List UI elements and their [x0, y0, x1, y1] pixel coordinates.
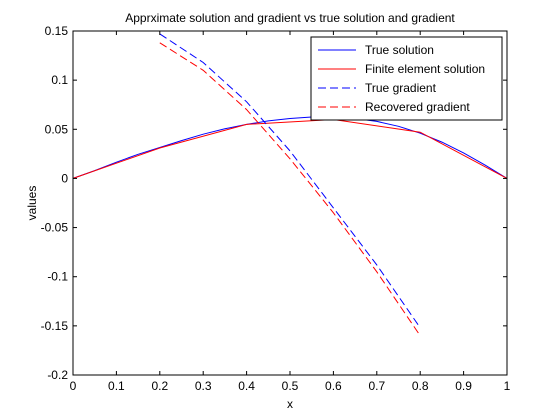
- y-tick-label: -0.2: [47, 368, 68, 382]
- series-line-true-gradient: [159, 33, 421, 329]
- x-tick-label: 0.4: [238, 379, 255, 393]
- x-tick-label: 0.6: [325, 379, 342, 393]
- legend-label: True gradient: [365, 81, 437, 95]
- y-tick-label: -0.1: [47, 270, 68, 284]
- x-axis-label: x: [287, 397, 293, 411]
- ticks-layer: 0 0.1 0.2 0.3 0.4 0.5 0.6 0.7 0.8 0.9 1 -0.2 -0.15 -0…: [41, 24, 511, 393]
- series-line-recovered-gradient: [159, 42, 421, 336]
- y-tick-label: 0.05: [45, 122, 69, 136]
- y-tick-label: 0.1: [51, 73, 68, 87]
- x-tick-label: 0.2: [151, 379, 168, 393]
- legend-label: Finite element solution: [365, 62, 485, 76]
- series-layer: [72, 33, 508, 336]
- chart-title: Apprximate solution and gradient vs true…: [125, 11, 455, 25]
- legend-label: Recovered gradient: [365, 100, 470, 114]
- legend-box: [310, 36, 503, 121]
- series-line-true-solution: [72, 116, 508, 179]
- legend: True solution Finite element solution True…: [310, 36, 503, 121]
- x-tick-label: 0.5: [282, 379, 299, 393]
- y-axis-label: values: [25, 186, 39, 221]
- x-tick-label: 0.3: [195, 379, 212, 393]
- x-tick-label: 0.7: [368, 379, 385, 393]
- y-tick-label: -0.05: [41, 221, 69, 235]
- x-tick-label: 1: [504, 379, 511, 393]
- x-tick-label: 0: [70, 379, 77, 393]
- x-tick-label: 0.8: [412, 379, 429, 393]
- x-tick-label: 0.1: [108, 379, 125, 393]
- y-tick-label: -0.15: [41, 319, 69, 333]
- y-tick-label: 0.15: [45, 24, 69, 38]
- y-tick-label: 0: [61, 171, 68, 185]
- x-tick-label: 0.9: [455, 379, 472, 393]
- series-line-finite-element-solution: [72, 118, 508, 179]
- legend-label: True solution: [365, 43, 434, 57]
